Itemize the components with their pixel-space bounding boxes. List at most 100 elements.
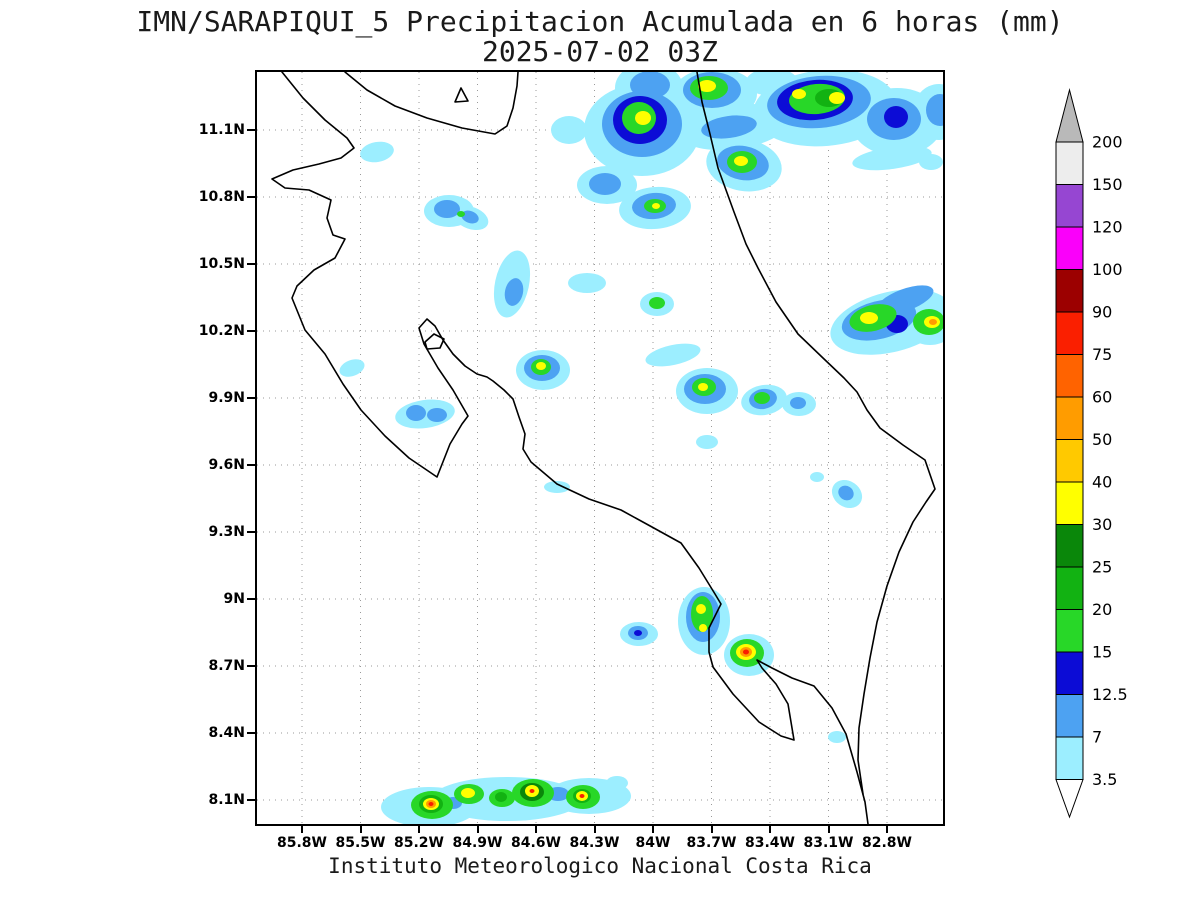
precip-cell: [852, 145, 932, 171]
colorbar-label: 150: [1092, 175, 1123, 194]
coastline: [454, 87, 469, 103]
precip-cell: [649, 297, 665, 309]
precip-cell: [645, 343, 701, 367]
colorbar-label: 20: [1092, 600, 1112, 619]
precip-cell: [589, 173, 621, 195]
colorbar-label: 40: [1092, 473, 1112, 492]
lon-label: 85.2W: [394, 835, 444, 851]
caption: Instituto Meteorologico Nacional Costa R…: [328, 854, 872, 878]
precip-cell: [339, 359, 365, 377]
lon-tick: [710, 826, 713, 833]
lat-tick: [247, 330, 255, 332]
precip-cell: [630, 71, 670, 99]
precip-cell: [529, 789, 535, 793]
colorbar-label: 7: [1092, 728, 1102, 747]
precip-cell: [696, 435, 718, 449]
lon-tick: [652, 826, 654, 833]
precip-cell: [652, 203, 660, 209]
colorbar-band: [1055, 439, 1084, 483]
lon-label: 83.1W: [803, 835, 854, 851]
colorbar-label: 100: [1092, 260, 1123, 279]
colorbar-label: 25: [1092, 558, 1112, 577]
lon-tick: [769, 826, 771, 833]
lon-label: 84.6W: [511, 835, 561, 851]
lat-label: 8.1N: [208, 792, 245, 808]
lon-tick: [418, 826, 420, 833]
precip-cell: [461, 788, 475, 798]
precip-cell: [579, 794, 585, 798]
precip-cell: [699, 624, 707, 632]
lat-label: 9N: [223, 591, 245, 607]
precip-cell: [406, 405, 426, 421]
lon-tick: [827, 826, 830, 833]
precip-cell: [551, 116, 587, 144]
precip-cell: [810, 472, 824, 482]
lat-tick: [247, 598, 255, 600]
plot-subtitle: 2025-07-02 03Z: [481, 35, 718, 68]
precip-cell: [606, 776, 628, 790]
precip-cell: [829, 92, 845, 104]
lon-label: 84W: [635, 835, 671, 851]
precip-cell: [884, 106, 908, 128]
precip-cell: [828, 731, 846, 743]
precip-cell: [790, 397, 806, 409]
lat-tick: [247, 129, 255, 131]
precip-cell: [698, 80, 716, 92]
colorbar-band: [1055, 226, 1084, 270]
lon-label: 85.5W: [335, 835, 386, 851]
precip-cell: [696, 604, 706, 614]
precip-cell: [634, 630, 642, 636]
colorbar-label: 75: [1092, 345, 1112, 364]
lon-label: 83.4W: [745, 835, 795, 851]
colorbar-arrow-top: [1055, 88, 1084, 143]
lat-label: 10.5N: [198, 256, 245, 272]
colorbar-label: 120: [1092, 218, 1123, 237]
colorbar-band: [1055, 311, 1084, 355]
plot-title: IMN/SARAPIQUI_5 Precipitacion Acumulada …: [136, 5, 1064, 38]
precip-cell: [360, 141, 394, 163]
lon-label: 84.9W: [452, 835, 503, 851]
precip-cell: [428, 802, 434, 806]
precip-cell: [919, 154, 943, 170]
lat-label: 9.6N: [208, 457, 245, 473]
lat-label: 8.7N: [208, 658, 245, 674]
lat-label: 11.1N: [198, 122, 245, 138]
colorbar-band: [1055, 609, 1084, 653]
precip-cell: [691, 596, 713, 632]
lat-tick: [247, 196, 255, 198]
colorbar-label: 90: [1092, 303, 1112, 322]
precip-cell: [434, 200, 460, 218]
lon-label: 85.8W: [277, 835, 327, 851]
colorbar-band: [1055, 141, 1084, 185]
colorbar-label: 15: [1092, 643, 1112, 662]
colorbar-arrow-bottom: [1055, 779, 1084, 819]
colorbar-band: [1055, 651, 1084, 695]
precip-cell: [754, 392, 770, 404]
precip-cell: [792, 89, 806, 99]
colorbar-band: [1055, 736, 1084, 780]
precip-cell: [457, 211, 465, 217]
precip-cell: [698, 383, 708, 391]
lat-tick: [247, 397, 255, 399]
colorbar-band: [1055, 184, 1084, 228]
colorbar-label: 60: [1092, 388, 1112, 407]
colorbar-label: 30: [1092, 515, 1112, 534]
precip-cell: [743, 649, 749, 655]
lon-tick: [593, 826, 596, 833]
lon-tick: [359, 826, 362, 833]
colorbar-band: [1055, 269, 1084, 313]
map-plot-area: [255, 62, 965, 827]
colorbar-band: [1055, 566, 1084, 610]
lat-label: 10.2N: [198, 323, 245, 339]
colorbar-band: [1055, 396, 1084, 440]
lat-label: 8.4N: [208, 725, 245, 741]
lon-tick: [886, 826, 888, 833]
precip-cell: [734, 156, 748, 166]
colorbar-band: [1055, 524, 1084, 568]
coastline: [696, 71, 936, 795]
colorbar-band: [1055, 481, 1084, 525]
precip-cell: [461, 210, 479, 224]
lat-label: 9.3N: [208, 524, 245, 540]
colorbar-label: 12.5: [1092, 685, 1128, 704]
precip-cell: [929, 319, 937, 325]
